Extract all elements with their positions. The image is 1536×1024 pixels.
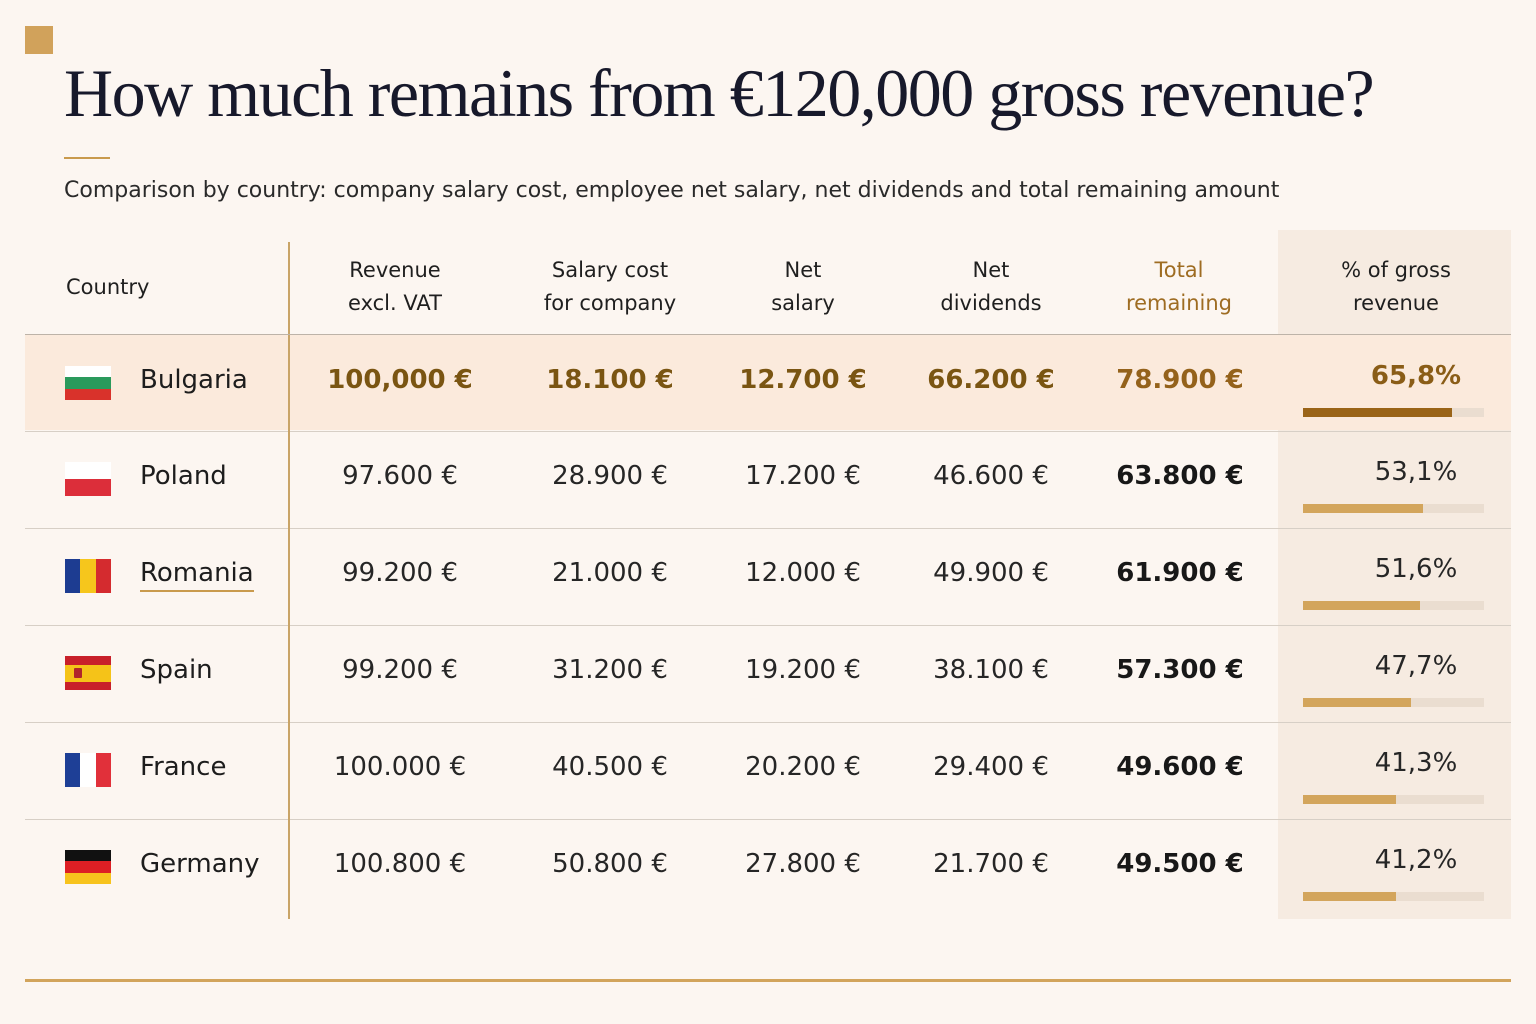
romania-flag-icon — [65, 559, 111, 593]
net-dividends-cell: 29.400 € — [933, 752, 1049, 782]
percent-bar-track — [1303, 601, 1484, 610]
country-name: Germany — [140, 849, 260, 879]
revenue-cell: 97.600 € — [342, 461, 458, 491]
row-divider — [25, 528, 1511, 529]
salary-cost-cell: 50.800 € — [552, 849, 668, 879]
table-row: Spain 99.200 € 31.200 € 19.200 € 38.100 € 57.… — [25, 625, 1511, 721]
net-dividends-cell: 66.200 € — [927, 365, 1055, 395]
row-divider — [25, 625, 1511, 626]
table-row: France 100.000 € 40.500 € 20.200 € 29.400 € 4… — [25, 722, 1511, 818]
highlight-row-background — [25, 335, 1511, 430]
page-title: How much remains from €120,000 gross rev… — [64, 55, 1375, 131]
percent-bar — [1303, 601, 1420, 610]
table-row: Romania 99.200 € 21.000 € 12.000 € 49.900 € 6… — [25, 528, 1511, 624]
percent-bar-track — [1303, 795, 1484, 804]
header-net-salary: Net salary — [771, 258, 835, 315]
table-row: Bulgaria 100,000 € 18.100 € 12.700 € 66.200 … — [25, 335, 1511, 431]
percent-label: 65,8% — [1370, 361, 1462, 391]
net-salary-cell: 12.700 € — [739, 365, 867, 395]
bottom-rule — [25, 979, 1511, 982]
net-dividends-cell: 46.600 € — [933, 461, 1049, 491]
row-divider — [25, 722, 1511, 723]
percent-bar — [1303, 892, 1397, 901]
table-row: Poland 97.600 € 28.900 € 17.200 € 46.600 € 63… — [25, 431, 1511, 527]
header-country: Country — [66, 274, 150, 299]
page-subtitle: Comparison by country: company salary co… — [64, 178, 1280, 203]
header-net-dividends: Net dividends — [940, 258, 1042, 315]
france-flag-icon — [65, 753, 111, 787]
poland-flag-icon — [65, 462, 111, 496]
total-remaining-cell: 57.300 € — [1116, 655, 1244, 685]
total-remaining-cell: 63.800 € — [1116, 461, 1244, 491]
header-divider — [25, 334, 1511, 335]
net-salary-cell: 27.800 € — [745, 849, 861, 879]
net-dividends-cell: 49.900 € — [933, 558, 1049, 588]
country-name: Poland — [140, 461, 227, 491]
total-remaining-cell: 49.600 € — [1116, 752, 1244, 782]
header-salary-cost: Salary cost for company — [543, 258, 677, 315]
percent-bar-track — [1303, 504, 1484, 513]
percent-bar-track — [1303, 698, 1484, 707]
row-divider — [25, 819, 1511, 820]
percent-label: 41,3% — [1374, 748, 1458, 778]
percent-bar — [1303, 504, 1424, 513]
percent-bar — [1303, 698, 1411, 707]
percent-label: 53,1% — [1374, 457, 1458, 487]
net-dividends-cell: 38.100 € — [933, 655, 1049, 685]
title-divider — [64, 157, 110, 159]
salary-cost-cell: 18.100 € — [546, 365, 674, 395]
percent-label: 51,6% — [1374, 554, 1458, 584]
revenue-cell: 99.200 € — [342, 655, 458, 685]
net-salary-cell: 12.000 € — [745, 558, 861, 588]
net-salary-cell: 19.200 € — [745, 655, 861, 685]
revenue-cell: 100.800 € — [333, 849, 467, 879]
percent-label: 41,2% — [1374, 845, 1458, 875]
country-name: Spain — [140, 655, 213, 685]
header-total-remaining: Total remaining — [1125, 258, 1233, 315]
percent-label: 47,7% — [1374, 651, 1458, 681]
salary-cost-cell: 40.500 € — [552, 752, 668, 782]
net-dividends-cell: 21.700 € — [933, 849, 1049, 879]
corner-accent-square — [25, 26, 53, 54]
net-salary-cell: 20.200 € — [745, 752, 861, 782]
revenue-cell: 99.200 € — [342, 558, 458, 588]
salary-cost-cell: 21.000 € — [552, 558, 668, 588]
percent-bar — [1303, 795, 1397, 804]
row-divider — [25, 431, 1511, 432]
spain-flag-icon — [65, 656, 111, 690]
percent-bar-track — [1303, 408, 1484, 417]
revenue-cell: 100.000 € — [333, 752, 467, 782]
salary-cost-cell: 31.200 € — [552, 655, 668, 685]
percent-bar-track — [1303, 892, 1484, 901]
header-percent-gross: % of gross revenue — [1341, 258, 1451, 315]
total-remaining-cell: 61.900 € — [1116, 558, 1244, 588]
country-name: Romania — [140, 558, 254, 592]
revenue-cell: 100,000 € — [327, 365, 473, 395]
country-name: Bulgaria — [140, 365, 248, 395]
total-remaining-cell: 78.900 € — [1116, 365, 1244, 395]
country-name: France — [140, 752, 227, 782]
germany-flag-icon — [65, 850, 111, 884]
bulgaria-flag-icon — [65, 366, 111, 400]
salary-cost-cell: 28.900 € — [552, 461, 668, 491]
percent-bar — [1303, 408, 1452, 417]
table-row: Germany 100.800 € 50.800 € 27.800 € 21.700 €… — [25, 819, 1511, 915]
country-column-divider — [288, 242, 290, 919]
net-salary-cell: 17.200 € — [745, 461, 861, 491]
total-remaining-cell: 49.500 € — [1116, 849, 1244, 879]
header-revenue: Revenue excl. VAT — [348, 258, 442, 315]
